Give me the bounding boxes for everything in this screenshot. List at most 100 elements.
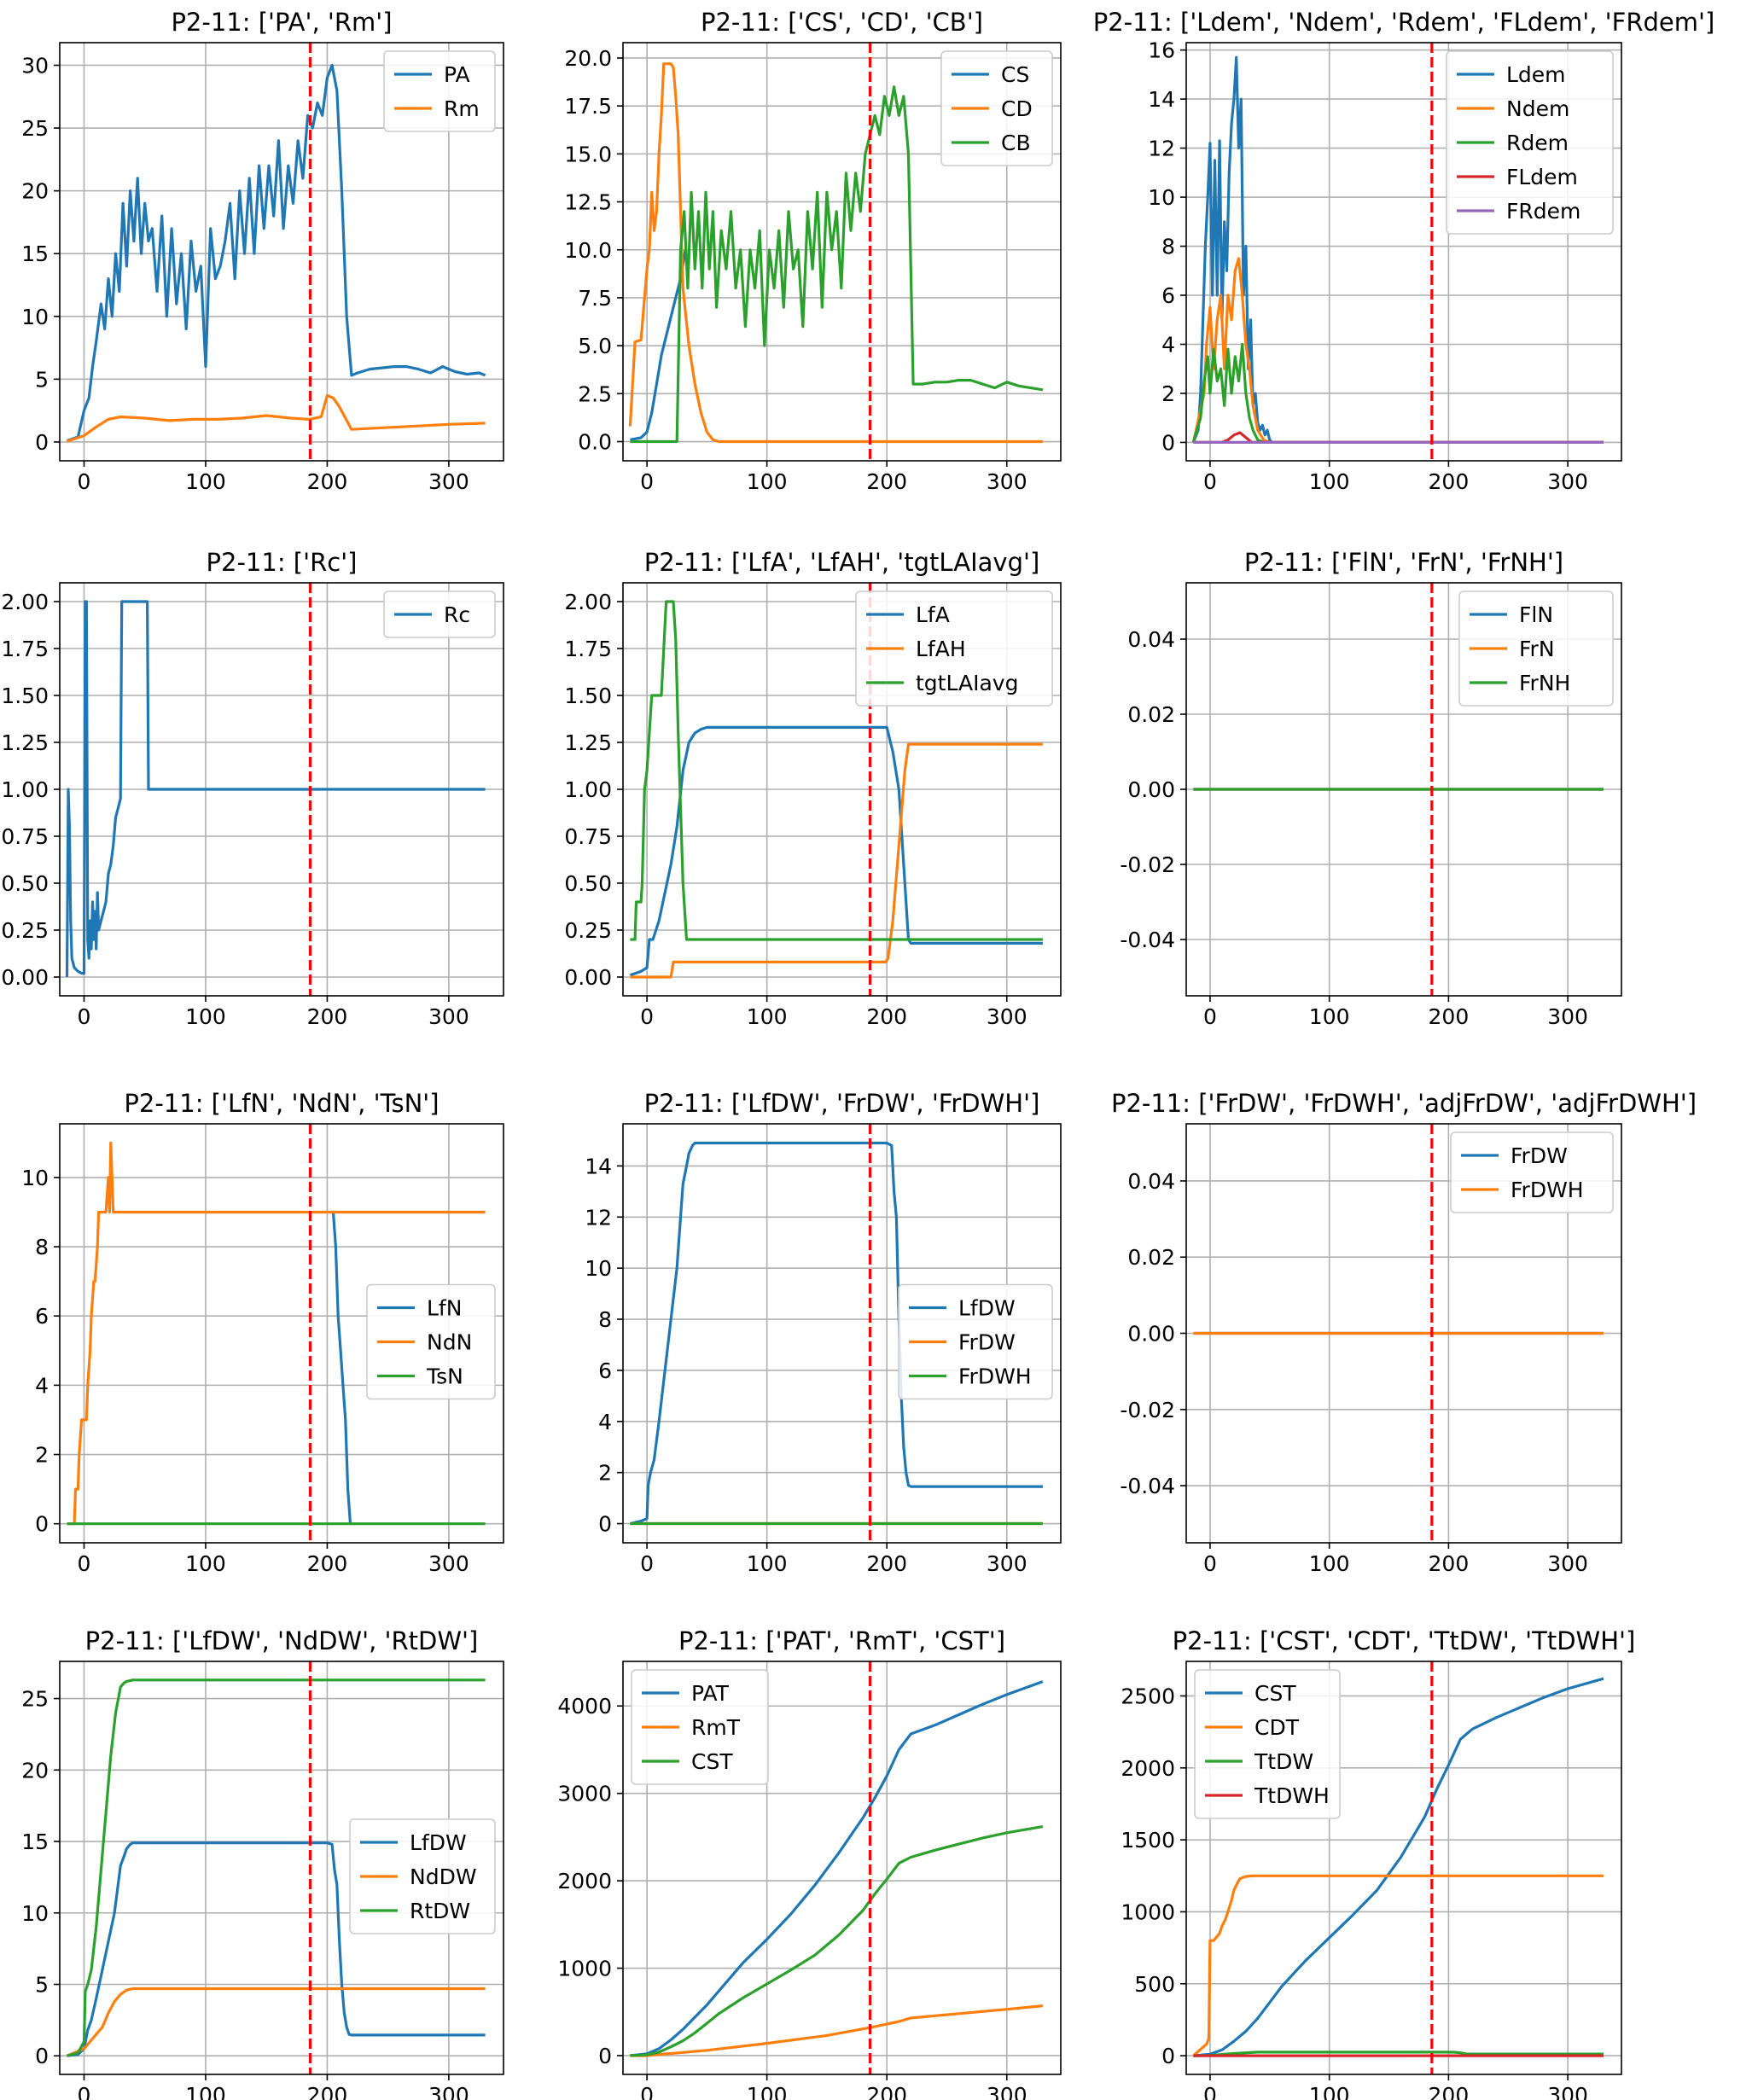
legend-label: TsN (426, 1364, 463, 1389)
y-tick-label: 0.25 (1, 918, 49, 943)
y-tick-label: 0 (1161, 430, 1175, 455)
legend-label: CST (1254, 1681, 1296, 1706)
legend-label: CD (1001, 96, 1033, 121)
y-tick-label: 1000 (557, 1957, 612, 1981)
legend: PAT RmT CST (631, 1669, 769, 1785)
x-tick-label: 300 (987, 469, 1027, 494)
y-tick-label: 16 (1148, 38, 1175, 63)
legend-box (1446, 50, 1614, 235)
legend-label: LfA (916, 602, 950, 627)
legend-box (1194, 1669, 1341, 1819)
y-tick-label: 0.75 (564, 824, 612, 849)
x-tick-label: 300 (987, 2083, 1027, 2100)
y-tick-label: 2.00 (564, 590, 612, 614)
y-tick-label: 17.5 (564, 94, 612, 119)
legend-box (349, 1818, 496, 1934)
x-tick-label: 300 (987, 1551, 1027, 1576)
y-tick-label: 5 (35, 1972, 49, 1997)
x-tick-label: 300 (428, 469, 469, 494)
x-tick-label: 100 (1309, 1551, 1350, 1576)
series-line-cdt (1192, 1874, 1604, 2057)
y-tick-label: 500 (1134, 1972, 1175, 1997)
series-group (628, 43, 1044, 461)
y-tick-label: 0.00 (1127, 1322, 1175, 1347)
legend-box (631, 1669, 769, 1785)
series-group (1191, 43, 1604, 461)
y-tick-label: 2000 (557, 1869, 612, 1893)
y-tick-label: 2 (598, 1461, 612, 1486)
x-tick-label: 100 (185, 1004, 226, 1029)
y-tick-label: 3000 (557, 1782, 612, 1806)
y-tick-label: 2.5 (578, 381, 612, 406)
series-line-ndem (1191, 257, 1604, 445)
y-tick-label: 0 (598, 2044, 612, 2068)
series-line-cs (630, 249, 687, 441)
y-tick-label: 14 (585, 1154, 612, 1178)
legend-label: Ldem (1506, 62, 1566, 87)
y-tick-label: 1.75 (1, 637, 49, 661)
y-tick-label: 0 (1161, 2044, 1175, 2068)
y-tick-label: 20 (21, 1758, 49, 1783)
y-tick-label: 6 (35, 1304, 49, 1329)
y-tick-label: 0.0 (578, 430, 612, 455)
legend-label: FRdem (1506, 199, 1580, 224)
y-tick-label: 10 (21, 305, 49, 329)
series-line-rm (66, 393, 486, 443)
y-tick-label: 12 (585, 1205, 612, 1230)
chart-title: P2-11: ['CST', 'CDT', 'TtDW', 'TtDWH'] (1173, 1626, 1636, 1655)
x-tick-label: 300 (428, 1004, 469, 1029)
series-group (66, 1661, 486, 2074)
series-line-ttdw (1193, 2051, 1604, 2057)
y-tick-label: 1.50 (564, 684, 612, 708)
chart-panel-7: 0 100 200 300 0 2 4 6 8 10 P2-11: ['LfN', 'NdN', '… (21, 1089, 504, 1576)
series-line-ldem (1191, 55, 1604, 445)
series-group (1192, 1661, 1604, 2074)
axes-frame (59, 42, 504, 462)
y-tick-label: 15.0 (564, 142, 612, 166)
series-group (630, 1661, 1044, 2074)
legend-label: TtDWH (1254, 1783, 1330, 1808)
y-tick-label: -0.04 (1120, 1474, 1175, 1498)
x-tick-label: 200 (307, 2083, 348, 2100)
y-tick-label: 0.50 (564, 871, 612, 896)
y-tick-label: 2 (1161, 381, 1175, 406)
y-tick-label: 1.25 (564, 730, 612, 755)
y-tick-label: 0.25 (564, 918, 612, 943)
chart-panel-8: 0 100 200 300 0 2 4 6 8 10 12 14 P2-11: ['LfDW', 'Fr… (585, 1089, 1062, 1576)
x-tick-label: 0 (1203, 1551, 1217, 1576)
x-tick-label: 0 (78, 469, 91, 494)
y-tick-label: 8 (35, 1235, 49, 1259)
series-line-tgtlaiavg (630, 600, 1043, 941)
chart-title: P2-11: ['FrDW', 'FrDWH', 'adjFrDW', 'adj… (1111, 1089, 1697, 1118)
legend-label: PA (444, 62, 470, 87)
x-tick-label: 300 (428, 1551, 469, 1576)
y-tick-label: 0 (598, 1512, 612, 1537)
chart-title: P2-11: ['Ldem', 'Ndem', 'Rdem', 'FLdem',… (1093, 8, 1715, 37)
y-tick-label: 8 (1161, 235, 1175, 259)
chart-title: P2-11: ['FlN', 'FrN', 'FrNH'] (1244, 548, 1563, 577)
legend-label: Rm (444, 96, 480, 121)
y-tick-label: 4 (35, 1373, 49, 1398)
y-tick-label: 8 (598, 1307, 612, 1332)
x-tick-label: 300 (428, 2083, 469, 2100)
legend-label: CS (1001, 62, 1029, 87)
x-tick-label: 0 (640, 469, 654, 494)
legend-label: FLdem (1506, 165, 1578, 189)
x-tick-label: 100 (185, 2083, 226, 2100)
y-tick-label: 4 (1161, 332, 1175, 357)
y-tick-label: 4 (598, 1410, 612, 1434)
y-tick-label: 0.00 (1, 965, 49, 990)
legend-box (383, 50, 496, 132)
x-tick-label: 100 (185, 469, 226, 494)
legend-label: LfDW (410, 1830, 467, 1855)
y-tick-label: 2500 (1121, 1684, 1175, 1708)
y-tick-label: 15 (21, 241, 49, 266)
legend-label: TtDW (1254, 1749, 1313, 1774)
axes-frame (622, 1123, 1062, 1544)
y-tick-label: -0.02 (1120, 1398, 1175, 1422)
legend-label: FrDWH (1511, 1178, 1584, 1202)
y-tick-label: 10 (1148, 185, 1175, 210)
chart-title: P2-11: ['LfN', 'NdN', 'TsN'] (124, 1089, 439, 1118)
series-group (1193, 1124, 1604, 1543)
legend: FlN FrN FrNH (1458, 590, 1614, 707)
